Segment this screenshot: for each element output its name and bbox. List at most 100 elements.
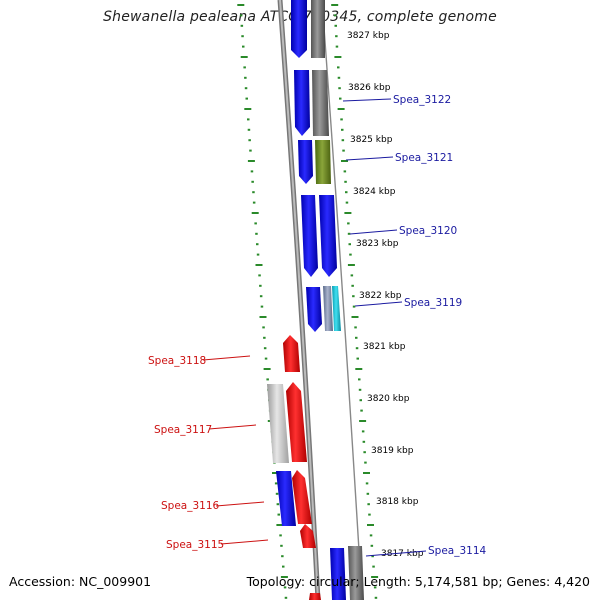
gene-top-gray[interactable] — [311, 0, 325, 58]
gene-label-spea-3118[interactable]: Spea_3118 — [148, 355, 206, 367]
ruler-tick — [264, 357, 268, 360]
ruler-tick — [331, 4, 339, 6]
ruler-tick — [335, 45, 339, 48]
gene-spea-3114-gray[interactable] — [348, 546, 364, 600]
gene-label-spea-3121[interactable]: Spea_3121 — [395, 152, 453, 164]
gene-spea-3119-cyan[interactable] — [332, 286, 341, 331]
ruler-tick — [262, 326, 265, 329]
ruler-tick — [241, 35, 244, 38]
ruler-tick — [347, 232, 351, 235]
kbp-tick-label: 3825 kbp — [350, 135, 393, 145]
ruler-tick — [252, 201, 256, 204]
ruler-tick — [256, 253, 260, 256]
ruler-tick — [275, 492, 279, 495]
ruler-tick — [337, 76, 341, 79]
ruler-tick — [347, 222, 350, 225]
kbp-tick-label: 3823 kbp — [356, 239, 399, 249]
gene-label-spea-3114[interactable]: Spea_3114 — [428, 545, 487, 557]
gene-spea-3121-olive[interactable] — [315, 140, 331, 184]
gene-spea-3122-blue[interactable] — [294, 70, 310, 136]
ruler-tick — [372, 565, 375, 568]
gene-label-spea-3117[interactable]: Spea_3117 — [154, 424, 212, 436]
gene-spea-3114-blue[interactable] — [330, 548, 346, 600]
gene-label-spea-3122[interactable]: Spea_3122 — [393, 94, 451, 106]
ruler-tick — [249, 149, 252, 152]
gene-spea-3117-red[interactable] — [286, 382, 307, 462]
ruler-tick — [263, 336, 266, 339]
ruler-tick — [374, 596, 378, 599]
ruler-tick — [244, 76, 247, 79]
gene-spea-3118[interactable] — [283, 335, 300, 372]
ruler-tick — [334, 24, 337, 27]
gene-label-spea-3115[interactable]: Spea_3115 — [166, 539, 224, 551]
gene-spea-3120-b[interactable] — [319, 195, 337, 277]
ruler-tick — [247, 128, 251, 131]
genome-backbone — [277, 0, 363, 600]
gene-label-spea-3119[interactable]: Spea_3119 — [404, 297, 462, 309]
kbp-tick-label: 3824 kbp — [353, 187, 396, 197]
gene-spea-3116-blue[interactable] — [276, 471, 296, 526]
ruler-tick — [366, 492, 370, 495]
ruler-tick — [334, 56, 342, 58]
gene-spea-3117-light[interactable] — [267, 384, 289, 463]
gene-label-spea-3116[interactable]: Spea_3116 — [161, 500, 220, 512]
genome-summary-text: Topology: circular; Length: 5,174,581 bp… — [246, 574, 590, 589]
ruler-tick — [362, 440, 366, 443]
accession-text: Accession: NC_009901 — [9, 574, 152, 589]
ruler-tick — [369, 534, 373, 537]
ruler-tick — [277, 513, 280, 516]
ruler-tick — [359, 399, 362, 402]
ruler-tick — [339, 97, 342, 100]
forward-gene-labels: Spea_3122 Spea_3121 Spea_3120 Spea_3119 … — [342, 94, 487, 557]
ruler-tick — [354, 326, 357, 329]
ruler-tick — [345, 191, 348, 194]
reverse-strand-genes — [267, 335, 321, 600]
ruler-tick — [341, 128, 344, 131]
ruler-tick — [251, 180, 254, 183]
ruler-tick — [335, 35, 338, 38]
ruler-tick — [356, 357, 359, 360]
ruler-tick — [279, 534, 282, 537]
kbp-tick-label: 3821 kbp — [363, 342, 406, 352]
ruler-tick — [244, 87, 248, 90]
ruler-tick — [240, 24, 244, 27]
gene-bottom-partial[interactable] — [309, 593, 321, 600]
ruler-tick — [344, 212, 352, 214]
ruler-tick — [255, 264, 263, 266]
forward-strand-genes — [291, 0, 364, 600]
gene-spea-3122-gray[interactable] — [312, 70, 329, 136]
gene-spea-3119-steel[interactable] — [323, 286, 333, 331]
ruler-tick — [373, 586, 377, 589]
ruler-tick — [280, 576, 288, 578]
reverse-gene-labels: Spea_3118 Spea_3117 Spea_3116 Spea_3115 — [148, 355, 269, 551]
ruler-tick — [259, 316, 267, 318]
ruler-tick — [252, 191, 255, 194]
gene-label-spea-3120[interactable]: Spea_3120 — [399, 225, 457, 237]
ruler-tick — [355, 368, 363, 370]
ruler-tick — [349, 253, 352, 256]
kbp-tick-label: 3827 kbp — [347, 31, 390, 41]
ruler-tick — [363, 451, 366, 454]
ruler-tick — [355, 336, 358, 339]
ruler-right — [331, 4, 379, 599]
ruler-tick — [361, 430, 365, 433]
ruler-tick — [350, 274, 354, 277]
ruler-tick — [340, 118, 343, 121]
gene-spea-3119-blue[interactable] — [306, 287, 322, 332]
ruler-tick — [245, 97, 248, 100]
gene-spea-3115[interactable] — [300, 524, 316, 548]
gene-forward-top[interactable] — [291, 0, 307, 58]
ruler-tick — [263, 347, 267, 350]
ruler-tick — [358, 378, 361, 381]
ruler-tick — [343, 170, 347, 173]
gene-spea-3120-a[interactable] — [301, 195, 318, 277]
ruler-tick — [258, 274, 261, 277]
gene-spea-3116-red[interactable] — [292, 470, 312, 524]
ruler-tick — [272, 472, 279, 474]
ruler-tick — [260, 305, 264, 308]
ruler-tick — [276, 503, 280, 506]
ruler-tick — [256, 243, 259, 246]
gene-spea-3121-blue[interactable] — [298, 140, 313, 184]
ruler-tick — [358, 388, 362, 391]
